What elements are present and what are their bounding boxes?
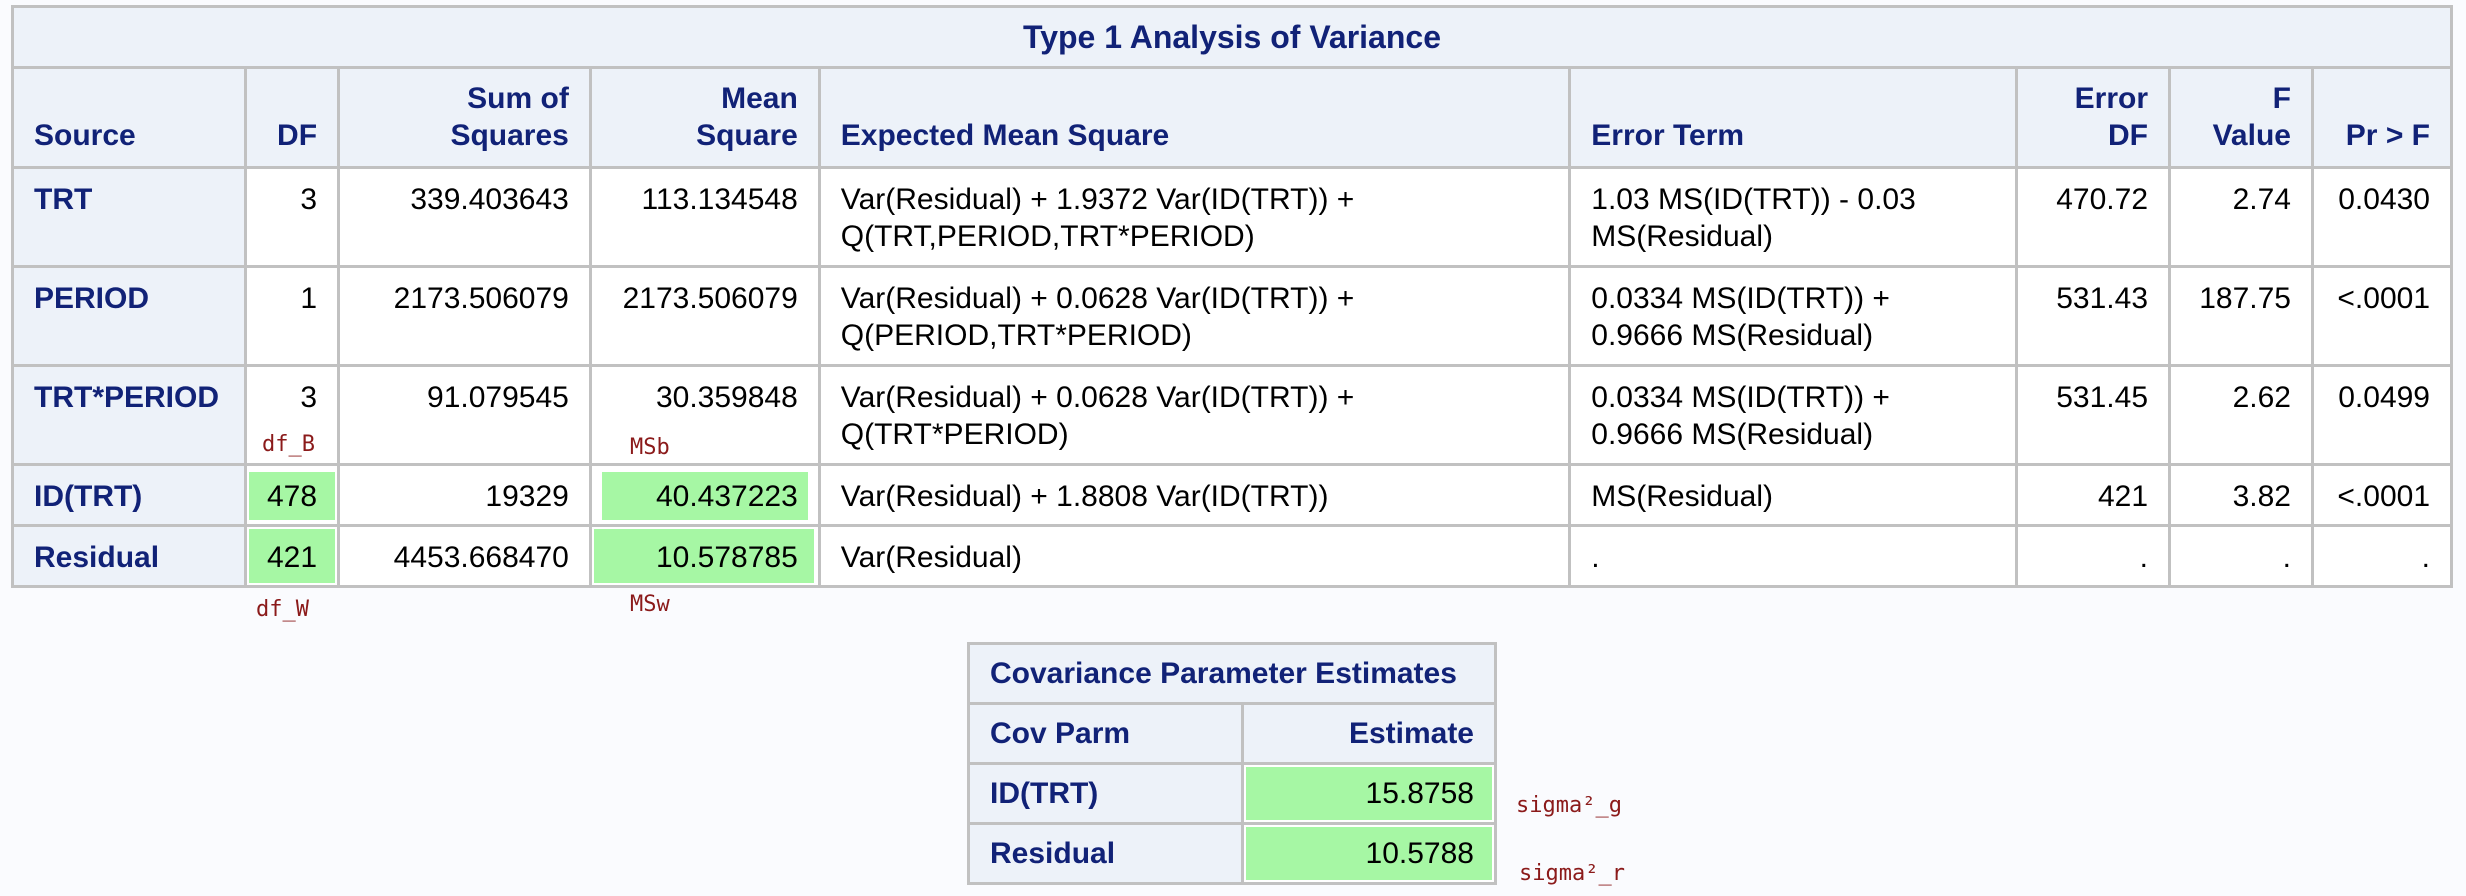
- row-header: TRT*PERIOD: [11, 364, 247, 466]
- ms-cell: 113.134548: [588, 166, 821, 268]
- table-row: PERIOD 1 2173.506079 2173.506079 Var(Res…: [11, 265, 2454, 367]
- ms-cell: 30.359848: [588, 364, 821, 466]
- error-df-cell: 531.43: [2015, 265, 2172, 367]
- col-header-cov-parm: Cov Parm: [966, 702, 1245, 765]
- annotation-sigma-r: sigma²_r: [1519, 861, 1625, 886]
- covariance-parameter-table: Covariance Parameter Estimates Cov Parm …: [966, 642, 1497, 885]
- error-df-cell: 421: [2015, 463, 2172, 527]
- row-header: Residual: [966, 822, 1245, 885]
- f-value-cell: 3.82: [2168, 463, 2314, 527]
- ss-cell: 339.403643: [337, 166, 592, 268]
- ss-cell: 2173.506079: [337, 265, 592, 367]
- row-header: PERIOD: [11, 265, 247, 367]
- f-value-cell: 187.75: [2168, 265, 2314, 367]
- ems-cell: Var(Residual): [817, 524, 1572, 588]
- col-header-expected-mean-square: Expected Mean Square: [817, 66, 1572, 169]
- f-value-cell: 2.62: [2168, 364, 2314, 466]
- p-value-cell: 0.0430: [2310, 166, 2454, 268]
- row-header: TRT: [11, 166, 247, 268]
- df-cell-highlighted: 478: [243, 463, 341, 527]
- annotation-df-b: df_B: [262, 432, 315, 457]
- p-value-cell: <.0001: [2310, 265, 2454, 367]
- ems-cell: Var(Residual) + 0.0628 Var(ID(TRT)) + Q(P…: [817, 265, 1572, 367]
- f-value-cell: 2.74: [2168, 166, 2314, 268]
- annotation-msw: MSw: [630, 592, 670, 617]
- error-df-cell: 531.45: [2015, 364, 2172, 466]
- row-header: ID(TRT): [966, 762, 1245, 825]
- ems-cell: Var(Residual) + 1.8808 Var(ID(TRT)): [817, 463, 1572, 527]
- ss-cell: 91.079545: [337, 364, 592, 466]
- error-term-cell: 0.0334 MS(ID(TRT)) +0.9666 MS(Residual): [1568, 364, 2019, 466]
- error-term-cell: MS(Residual): [1568, 463, 2019, 527]
- row-header: Residual: [11, 524, 247, 588]
- col-header-df: DF: [243, 66, 341, 169]
- error-term-cell: 0.0334 MS(ID(TRT)) +0.9666 MS(Residual): [1568, 265, 2019, 367]
- error-df-cell: 470.72: [2015, 166, 2172, 268]
- covariance-header-row: Cov Parm Estimate: [966, 702, 1497, 765]
- error-term-cell: .: [1568, 524, 2019, 588]
- ss-cell: 4453.668470: [337, 524, 592, 588]
- col-header-estimate: Estimate: [1241, 702, 1497, 765]
- p-value-cell: 0.0499: [2310, 364, 2454, 466]
- df-cell: 3: [243, 364, 341, 466]
- p-value-cell: <.0001: [2310, 463, 2454, 527]
- annotation-df-w: df_W: [256, 597, 309, 622]
- f-value-cell: .: [2168, 524, 2314, 588]
- table-row: TRT*PERIOD 3 91.079545 30.359848 Var(Res…: [11, 364, 2454, 466]
- df-cell: 3: [243, 166, 341, 268]
- col-header-source: Source: [11, 66, 247, 169]
- ms-cell-highlighted: 10.578785: [588, 524, 821, 588]
- error-df-cell: .: [2015, 524, 2172, 588]
- df-cell-highlighted: 421: [243, 524, 341, 588]
- error-term-cell: 1.03 MS(ID(TRT)) - 0.03 MS(Residual): [1568, 166, 2019, 268]
- col-header-sum-of-squares: Sum of Squares: [337, 66, 592, 169]
- anova-header-row: Source DF Sum of Squares Mean Square Expec…: [11, 66, 2454, 169]
- table-row: Residual 421 4453.668470 10.578785 Var(R…: [11, 524, 2454, 588]
- col-header-mean-square: Mean Square: [588, 66, 821, 169]
- ems-cell: Var(Residual) + 1.9372 Var(ID(TRT)) + Q(T…: [817, 166, 1572, 268]
- df-cell: 1: [243, 265, 341, 367]
- estimate-cell-highlighted: 10.5788: [1241, 822, 1497, 885]
- ems-cell: Var(Residual) + 0.0628 Var(ID(TRT)) + Q(T…: [817, 364, 1572, 466]
- table-row: Residual 10.5788: [966, 822, 1497, 885]
- anova-title: Type 1 Analysis of Variance: [11, 5, 2453, 69]
- anova-table: Type 1 Analysis of Variance Source DF Su…: [11, 5, 2454, 588]
- col-header-f-value: F Value: [2168, 66, 2314, 169]
- col-header-error-df: Error DF: [2015, 66, 2172, 169]
- annotation-sigma-g: sigma²_g: [1516, 793, 1622, 818]
- ms-cell-highlighted: 40.437223: [588, 463, 821, 527]
- col-header-error-term: Error Term: [1568, 66, 2019, 169]
- p-value-cell: .: [2310, 524, 2454, 588]
- table-row: ID(TRT) 478 19329 40.437223 Var(Residual…: [11, 463, 2454, 527]
- ss-cell: 19329: [337, 463, 592, 527]
- estimate-cell-highlighted: 15.8758: [1241, 762, 1497, 825]
- annotation-msb: MSb: [630, 435, 670, 460]
- table-row: TRT 3 339.403643 113.134548 Var(Residual…: [11, 166, 2454, 268]
- ms-cell: 2173.506079: [588, 265, 821, 367]
- covariance-table-title: Covariance Parameter Estimates: [967, 642, 1497, 705]
- row-header: ID(TRT): [11, 463, 247, 527]
- col-header-p-value: Pr > F: [2310, 66, 2454, 169]
- table-row: ID(TRT) 15.8758: [966, 762, 1497, 825]
